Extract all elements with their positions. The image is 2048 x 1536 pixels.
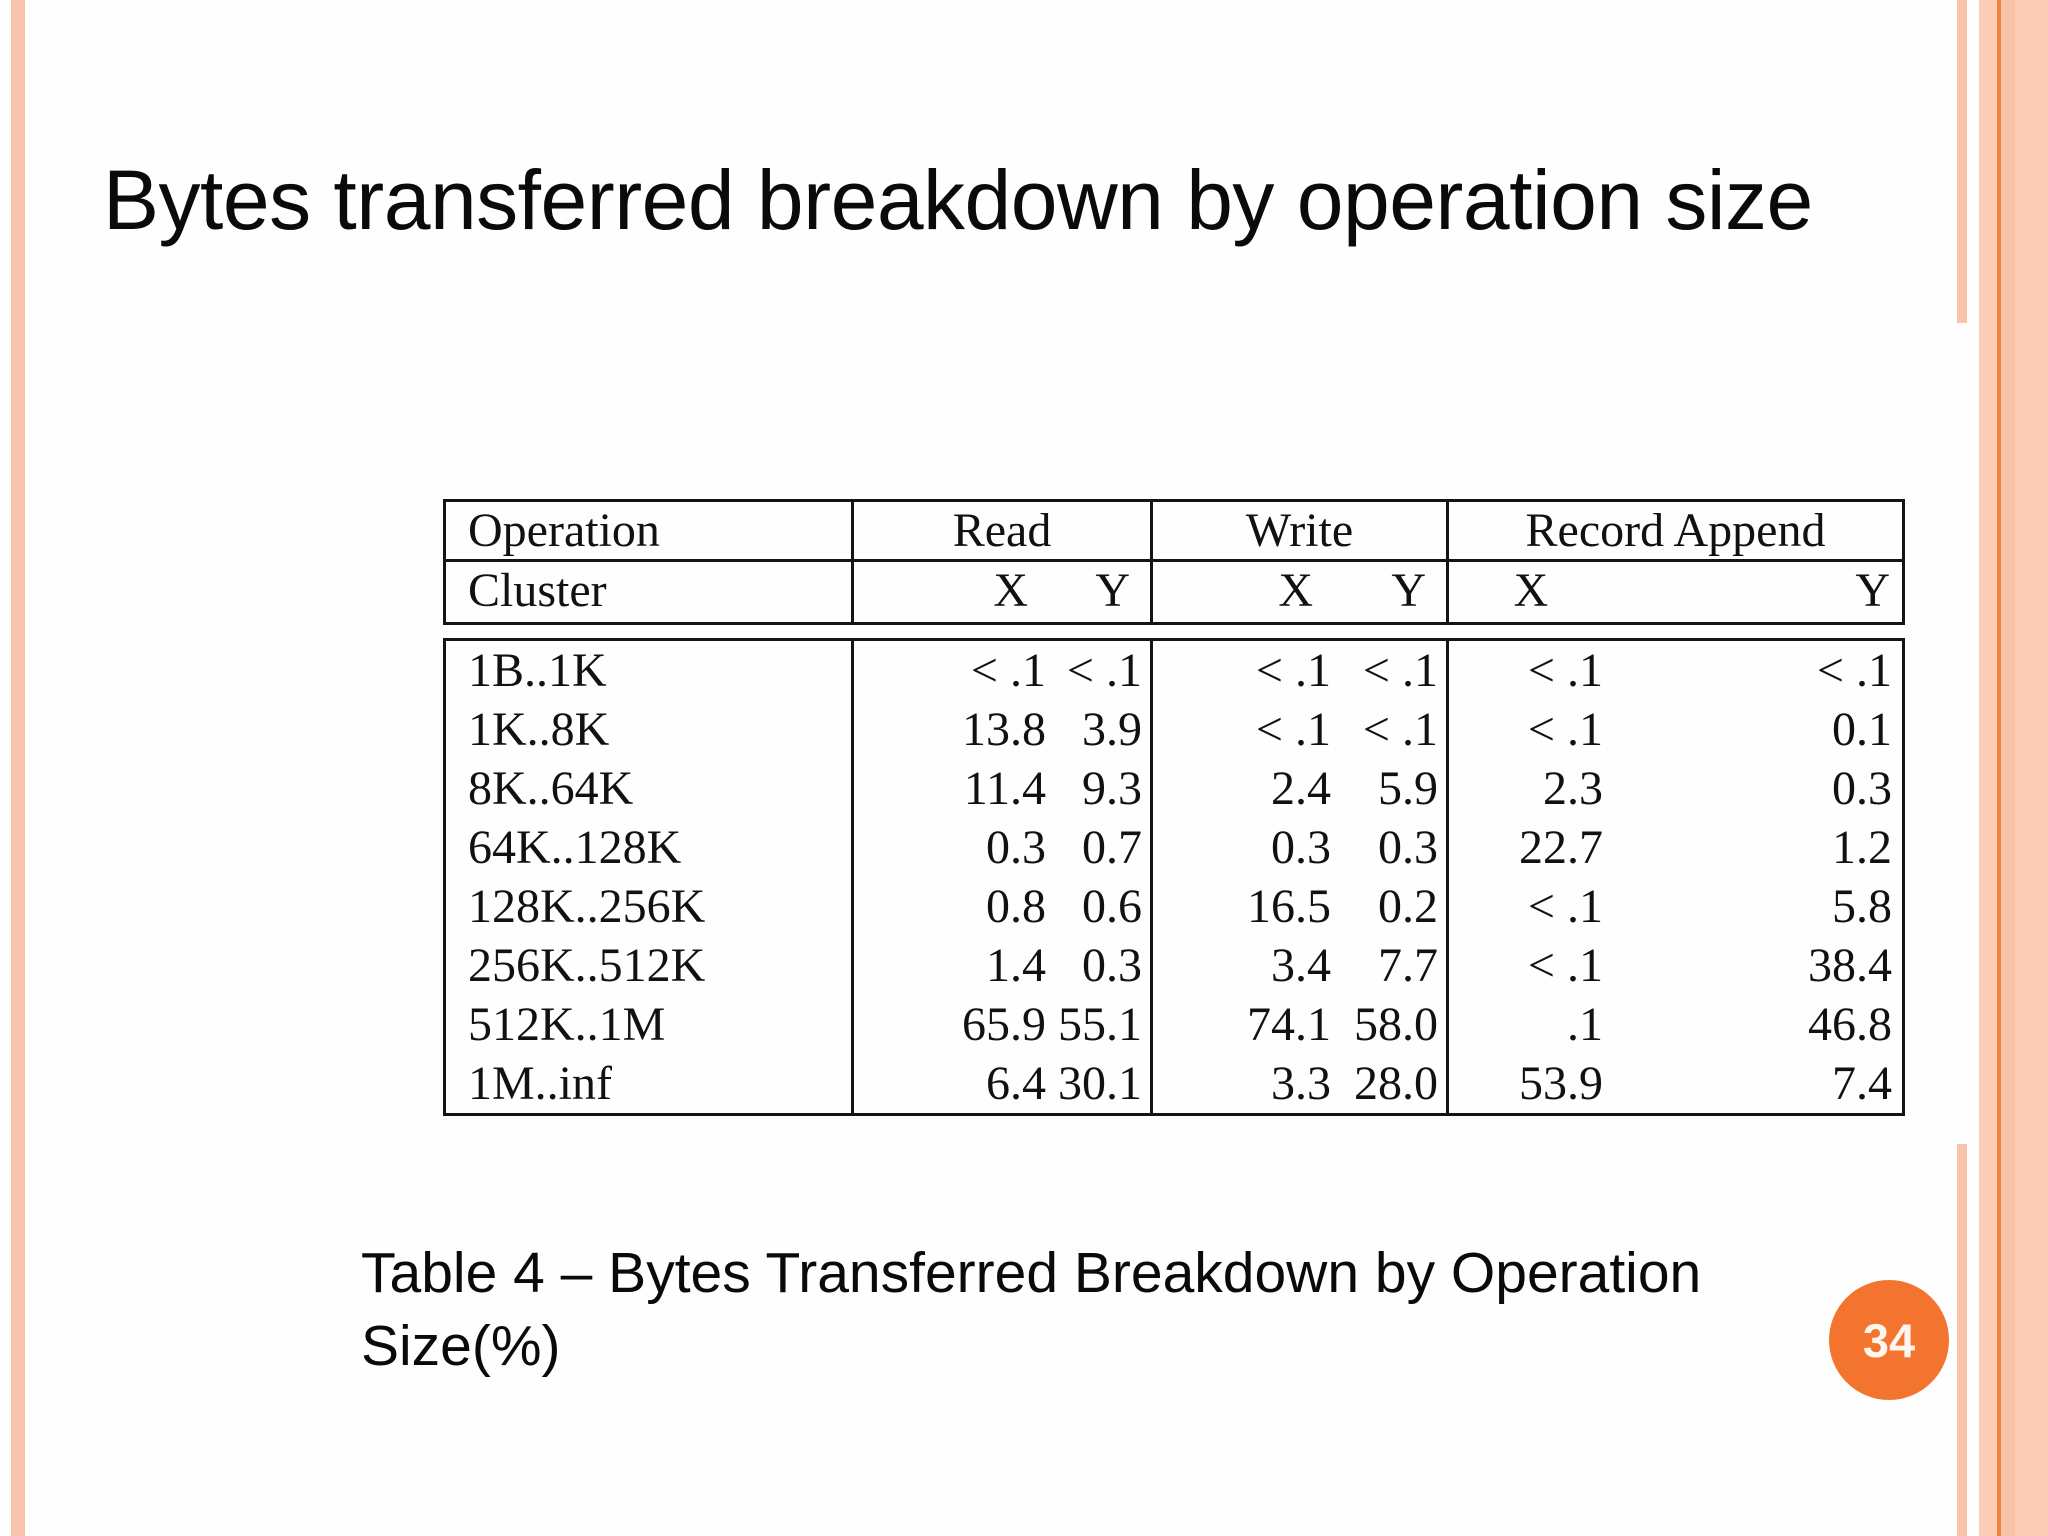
col-header-read: Read (854, 502, 1153, 559)
right-accent-band-line (1997, 0, 2001, 1536)
col-subheader-write-x: X (1278, 564, 1313, 617)
cell-cluster: 256K..512K (446, 936, 854, 995)
slide-title: Bytes transferred breakdown by operation… (103, 153, 1813, 247)
cell-record-append-x: 53.9 (1519, 1057, 1603, 1110)
table-row: 1K..8K 13.8 3.9 < .1 < .1 < .1 0.1 (446, 700, 1902, 759)
cell-cluster: 64K..128K (446, 818, 854, 877)
col-subheader-read-x: X (993, 564, 1028, 617)
cell-write-x: < .1 (1255, 644, 1331, 697)
cell-write-y: 28.0 (1333, 1054, 1449, 1113)
col-subheader-write-y: Y (1333, 562, 1449, 622)
cell-read-y: 0.3 (1048, 936, 1153, 995)
page-number-badge: 34 (1829, 1280, 1949, 1400)
cell-cluster: 128K..256K (446, 877, 854, 936)
cell-write-x: 3.3 (1271, 1057, 1331, 1110)
table-header: Operation Read Write Record Append Clust… (443, 499, 1905, 625)
cell-record-append-y: < .1 (1816, 644, 1892, 697)
cell-write-x: 3.4 (1271, 939, 1331, 992)
cell-record-append-x: 22.7 (1519, 821, 1603, 874)
cell-write-y: 0.2 (1333, 877, 1449, 936)
cell-read-y: 3.9 (1048, 700, 1153, 759)
col-header-write: Write (1153, 502, 1449, 559)
cell-record-append-x: < .1 (1527, 880, 1603, 933)
col-subheader-ra-x: X (1513, 564, 1549, 617)
cell-record-append-x: 2.3 (1543, 762, 1603, 815)
cell-cluster: 1K..8K (446, 700, 854, 759)
cell-read-x: 6.4 (986, 1057, 1046, 1110)
cell-write-y: 5.9 (1333, 759, 1449, 818)
col-subheader-ra-y: Y (1855, 564, 1890, 617)
right-accent-stripe-top (1957, 0, 1967, 323)
cell-write-x: 16.5 (1247, 880, 1331, 933)
cell-cluster: 512K..1M (446, 995, 854, 1054)
table-caption-line2: Size(%) (361, 1314, 561, 1378)
cell-read-x: 0.8 (986, 880, 1046, 933)
cell-write-x: 74.1 (1247, 998, 1331, 1051)
col-subheader-read-y: Y (1048, 562, 1153, 622)
table-body: 1B..1K < .1 < .1 < .1 < .1 < .1 < .1 1K.… (443, 638, 1905, 1116)
table-header-row-sub: Cluster X Y X Y X Y (446, 562, 1902, 622)
cell-read-y: < .1 (1048, 641, 1153, 700)
cell-record-append-x: < .1 (1527, 703, 1603, 756)
table-caption-line1: Table 4 – Bytes Transferred Breakdown by… (361, 1241, 1702, 1305)
cell-record-append-y: 0.3 (1832, 762, 1892, 815)
cell-read-x: 65.9 (962, 998, 1046, 1051)
cell-record-append-x: < .1 (1527, 939, 1603, 992)
right-accent-band-shade (2001, 0, 2015, 1536)
cell-record-append-x: < .1 (1527, 644, 1603, 697)
col-header-operation: Operation (446, 502, 854, 559)
right-accent-stripe-bottom (1957, 1144, 1967, 1536)
cell-cluster: 1M..inf (446, 1054, 854, 1113)
cell-record-append-y: 7.4 (1832, 1057, 1892, 1110)
cell-read-y: 0.7 (1048, 818, 1153, 877)
right-accent-band (1979, 0, 2048, 1536)
table-row: 1B..1K < .1 < .1 < .1 < .1 < .1 < .1 (446, 641, 1902, 700)
col-subheader-cluster: Cluster (446, 562, 854, 622)
table-row: 8K..64K 11.4 9.3 2.4 5.9 2.3 0.3 (446, 759, 1902, 818)
cell-read-x: 1.4 (986, 939, 1046, 992)
cell-record-append-y: 1.2 (1832, 821, 1892, 874)
cell-write-y: < .1 (1333, 700, 1449, 759)
table-caption: Table 4 – Bytes Transferred Breakdown by… (361, 1237, 1701, 1383)
cell-write-y: 58.0 (1333, 995, 1449, 1054)
cell-read-x: 11.4 (963, 762, 1046, 815)
table-row: 512K..1M 65.9 55.1 74.1 58.0 .1 46.8 (446, 995, 1902, 1054)
cell-write-x: 0.3 (1271, 821, 1331, 874)
page-number: 34 (1862, 1313, 1916, 1367)
col-header-record-append: Record Append (1525, 504, 1826, 557)
cell-read-y: 0.6 (1048, 877, 1153, 936)
cell-record-append-x: .1 (1567, 998, 1603, 1051)
left-accent-stripe (11, 0, 25, 1536)
cell-write-x: 2.4 (1271, 762, 1331, 815)
table-row: 1M..inf 6.4 30.1 3.3 28.0 53.9 7.4 (446, 1054, 1902, 1113)
table-row: 64K..128K 0.3 0.7 0.3 0.3 22.7 1.2 (446, 818, 1902, 877)
cell-record-append-y: 0.1 (1832, 703, 1892, 756)
cell-write-y: 0.3 (1333, 818, 1449, 877)
table-row: 256K..512K 1.4 0.3 3.4 7.7 < .1 38.4 (446, 936, 1902, 995)
cell-write-x: < .1 (1255, 703, 1331, 756)
cell-record-append-y: 38.4 (1808, 939, 1892, 992)
cell-write-y: < .1 (1333, 641, 1449, 700)
cell-write-y: 7.7 (1333, 936, 1449, 995)
cell-read-x: 0.3 (986, 821, 1046, 874)
cell-cluster: 8K..64K (446, 759, 854, 818)
cell-read-y: 9.3 (1048, 759, 1153, 818)
table-row: 128K..256K 0.8 0.6 16.5 0.2 < .1 5.8 (446, 877, 1902, 936)
cell-read-y: 55.1 (1048, 995, 1153, 1054)
cell-record-append-y: 46.8 (1808, 998, 1892, 1051)
cell-read-x: < .1 (970, 644, 1046, 697)
data-table: Operation Read Write Record Append Clust… (443, 499, 1905, 1116)
cell-record-append-y: 5.8 (1832, 880, 1892, 933)
cell-read-x: 13.8 (962, 703, 1046, 756)
cell-read-y: 30.1 (1048, 1054, 1153, 1113)
table-header-row-groups: Operation Read Write Record Append (446, 502, 1902, 562)
cell-cluster: 1B..1K (446, 641, 854, 700)
